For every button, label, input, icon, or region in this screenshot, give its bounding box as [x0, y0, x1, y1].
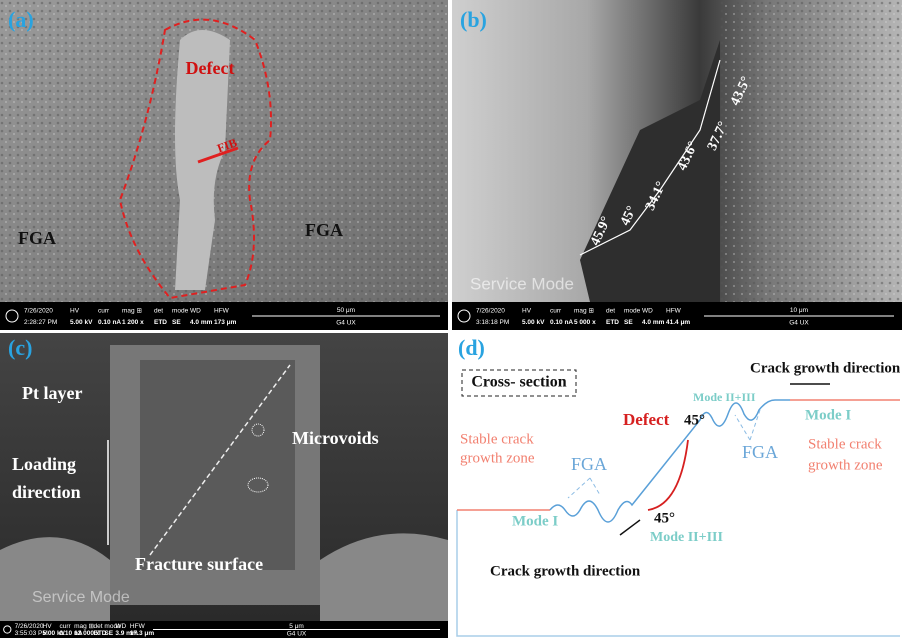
- annotation: Mode I: [512, 513, 558, 529]
- annotation: 45°: [654, 510, 675, 526]
- info-text: 173 μm: [214, 319, 237, 326]
- annotation: Defect: [623, 410, 670, 429]
- info-text: mode: [172, 308, 189, 315]
- watermark: Service Mode: [470, 274, 574, 293]
- annotation: FGA: [305, 220, 343, 240]
- info-text: mag ⊞: [574, 308, 594, 315]
- annotation: Stable crack: [460, 431, 534, 447]
- panel-d: (d) Cross- section Crack growth directio…: [452, 333, 902, 638]
- panel-b: (b) 45.9° 45° 34.1° 43.6° 37.7° 43.5° Se…: [452, 0, 902, 330]
- info-text: HFW: [666, 308, 682, 315]
- info-text: 50 μm: [337, 307, 355, 314]
- annotation: Mode II+III: [650, 530, 723, 545]
- panel-label: (a): [8, 7, 34, 32]
- info-text: 3:18:18 PM: [476, 319, 509, 326]
- panel-c: (c) Pt layer Microvoids Loading directio…: [0, 333, 448, 638]
- annotation: Mode II+III: [693, 390, 756, 404]
- info-text: 4.0 mm: [642, 319, 665, 326]
- info-text: det: [606, 308, 615, 315]
- annotation: Defect: [186, 58, 235, 78]
- info-text: curr: [98, 308, 110, 315]
- info-text: 17.3 μm: [130, 630, 154, 637]
- annotation: Cross- section: [471, 374, 566, 391]
- panel-a: (a) Defect FIB FGA FGA 7/26/20202:28:27 …: [0, 0, 448, 330]
- annotation: Mode I: [805, 407, 851, 423]
- annotation: Microvoids: [292, 428, 379, 448]
- info-text: 0.10 nA: [550, 319, 573, 326]
- info-text: G4 UX: [287, 630, 307, 637]
- info-text: WD: [190, 308, 201, 315]
- info-text: SE: [172, 319, 181, 326]
- info-text: HFW: [214, 308, 230, 315]
- info-text: 7/26/2020: [476, 308, 505, 315]
- panel-label: (d): [458, 335, 485, 360]
- annotation: direction: [12, 482, 81, 502]
- annotation: Stable crack: [808, 436, 882, 452]
- info-text: SE: [104, 630, 113, 637]
- info-text: 5 μm: [289, 623, 304, 630]
- annotation: 45°: [684, 412, 705, 428]
- info-text: WD: [642, 308, 653, 315]
- panel-label: (c): [8, 335, 32, 360]
- info-text: 0.10 nA: [98, 319, 121, 326]
- info-text: 1 200 x: [122, 319, 144, 326]
- annotation: Crack growth direction: [750, 360, 901, 376]
- info-text: ETD: [154, 319, 167, 326]
- info-text: mag ⊞: [122, 308, 142, 315]
- info-text: curr: [550, 308, 562, 315]
- info-text: 2:28:27 PM: [24, 319, 57, 326]
- info-text: G4 UX: [336, 320, 356, 327]
- annotation: Fracture surface: [135, 554, 263, 574]
- info-text: G4 UX: [789, 320, 809, 327]
- info-text: 7/26/2020: [24, 308, 53, 315]
- info-text: 5 000 x: [574, 319, 596, 326]
- annotation: Pt layer: [22, 383, 82, 403]
- figure: (a) Defect FIB FGA FGA 7/26/20202:28:27 …: [0, 0, 902, 638]
- info-text: HV: [70, 308, 80, 315]
- info-text: det: [154, 308, 163, 315]
- annotation: Crack growth direction: [490, 563, 641, 579]
- info-text: mode: [624, 308, 641, 315]
- specimen-window: [140, 360, 295, 570]
- info-text: 41.4 μm: [666, 319, 690, 326]
- info-text: 5.00 kV: [522, 319, 545, 326]
- panel-label: (b): [460, 7, 487, 32]
- info-text: HV: [522, 308, 532, 315]
- annotation: Loading: [12, 454, 76, 474]
- annotation: FGA: [742, 442, 778, 462]
- annotation: FGA: [571, 454, 607, 474]
- annotation: growth zone: [808, 457, 883, 473]
- info-text: 4.0 mm: [190, 319, 213, 326]
- annotation: growth zone: [460, 450, 535, 466]
- info-text: ETD: [606, 319, 619, 326]
- annotation: FGA: [18, 228, 56, 248]
- watermark: Service Mode: [32, 589, 130, 606]
- info-text: SE: [624, 319, 633, 326]
- sem-texture: [720, 0, 902, 302]
- info-text: 10 μm: [790, 307, 808, 314]
- info-text: 5.00 kV: [70, 319, 93, 326]
